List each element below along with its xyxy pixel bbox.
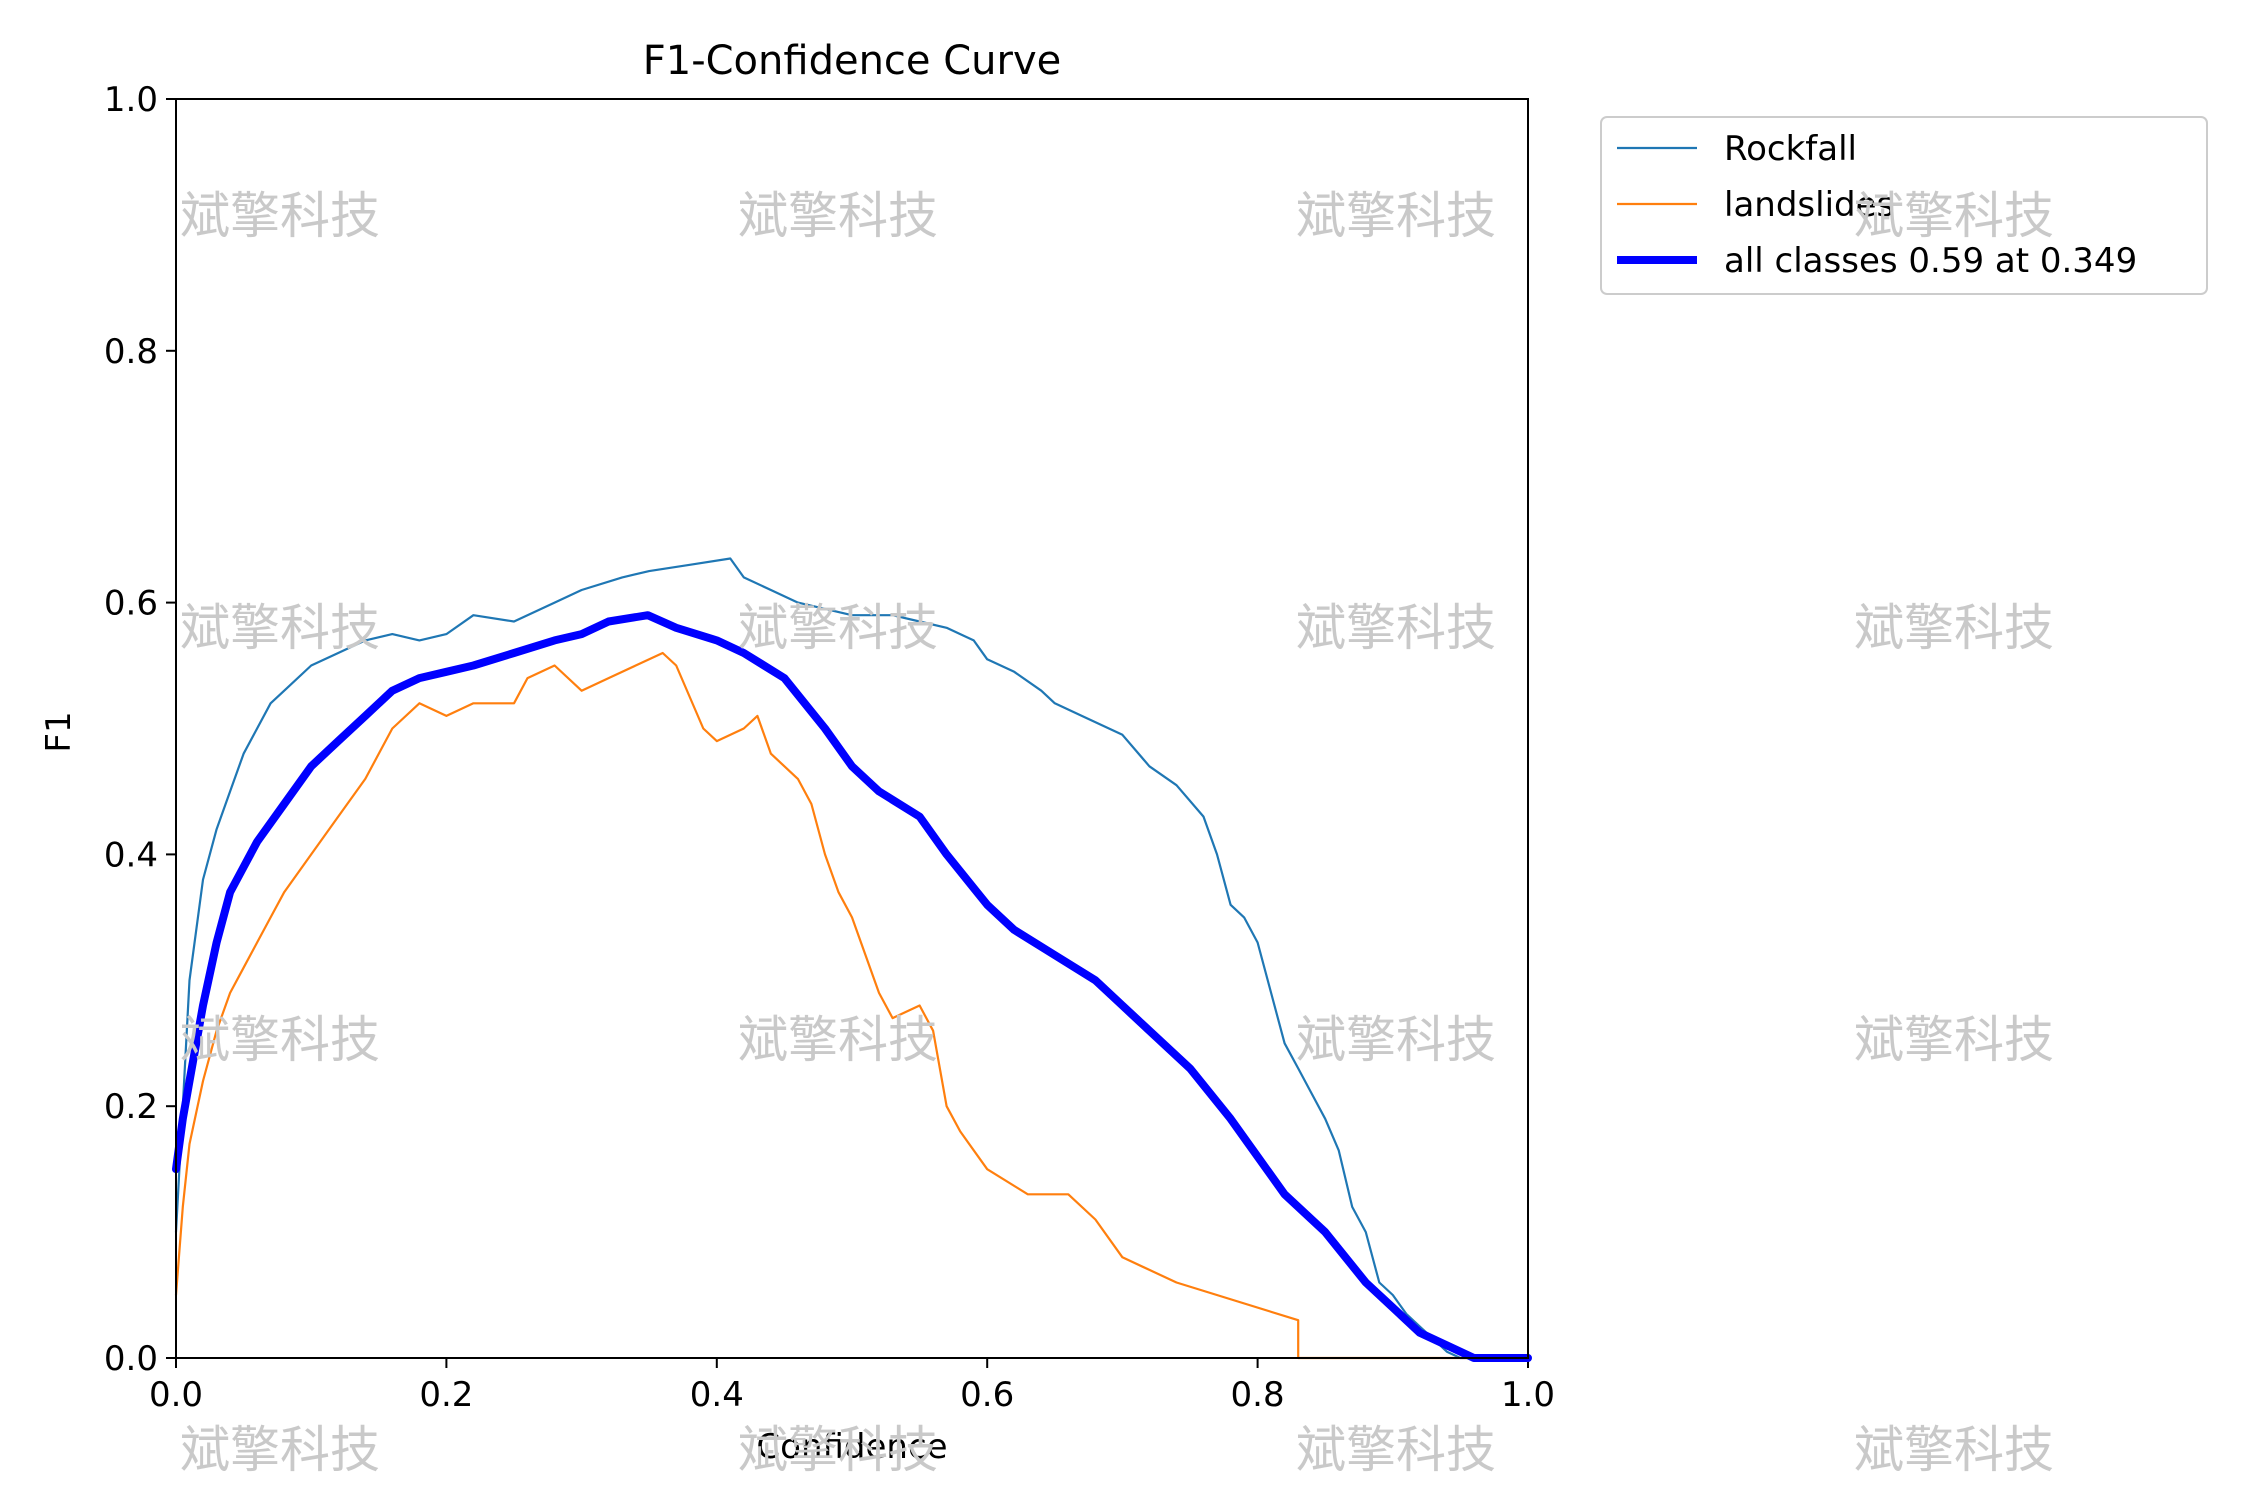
legend-label: Rockfall xyxy=(1724,129,1857,169)
watermark-text: 斌擎科技 xyxy=(1854,1011,2054,1069)
y-tick-label: 0.8 xyxy=(104,332,158,372)
legend-box xyxy=(1600,116,2208,295)
legend-label: all classes 0.59 at 0.349 xyxy=(1724,241,2137,281)
series-line-landslides-1 xyxy=(174,651,1530,1360)
watermark-text: 斌擎科技 xyxy=(738,187,938,245)
y-axis: 0.0 0.2 0.4 0.6 0.8 1.0 xyxy=(104,80,176,1379)
watermark-text: 斌擎科技 xyxy=(180,187,380,245)
watermark-text: 斌擎科技 xyxy=(738,1011,938,1069)
y-tick-label: 1.0 xyxy=(104,80,158,120)
watermark-text: 斌擎科技 xyxy=(1296,187,1496,245)
legend-label: landslides xyxy=(1724,185,1894,225)
watermark-text: 斌擎科技 xyxy=(738,1421,938,1479)
x-tick-label: 0.0 xyxy=(149,1375,203,1415)
series-line-rockfall-0 xyxy=(174,557,1530,1360)
y-tick-label: 0.4 xyxy=(104,835,158,875)
watermark-text: 斌擎科技 xyxy=(1296,599,1496,657)
x-axis-label: Confidence xyxy=(756,1427,947,1467)
watermark-text: 斌擎科技 xyxy=(1854,1421,2054,1479)
legend: Rockfall landslides all classes 0.59 at 0.… xyxy=(1600,116,2208,295)
x-tick-label: 0.8 xyxy=(1231,1375,1285,1415)
watermark-text: 斌擎科技 xyxy=(180,1421,380,1479)
watermark-text: 斌擎科技 xyxy=(1296,1011,1496,1069)
watermark-text: 斌擎科技 xyxy=(1854,599,2054,657)
series-group xyxy=(172,557,1532,1362)
x-tick-label: 1.0 xyxy=(1501,1375,1555,1415)
series-line-all-2 xyxy=(172,611,1532,1362)
y-axis-label: F1 xyxy=(39,711,79,752)
x-axis: 0.0 0.2 0.4 0.6 0.8 1.0 xyxy=(149,1358,1555,1415)
y-tick-label: 0.2 xyxy=(104,1087,158,1127)
watermark-text: 斌擎科技 xyxy=(738,599,938,657)
y-tick-label: 0.0 xyxy=(104,1339,158,1379)
plot-frame xyxy=(175,98,1529,1359)
watermark-text: 斌擎科技 xyxy=(1296,1421,1496,1479)
watermark-text: 斌擎科技 xyxy=(1854,187,2054,245)
watermark-text: 斌擎科技 xyxy=(180,1011,380,1069)
x-tick-label: 0.4 xyxy=(690,1375,744,1415)
x-tick-label: 0.6 xyxy=(960,1375,1014,1415)
watermark-text: 斌擎科技 xyxy=(180,599,380,657)
x-tick-label: 0.2 xyxy=(419,1375,473,1415)
chart-title: F1-Confidence Curve xyxy=(643,38,1062,84)
y-tick-label: 0.6 xyxy=(104,584,158,624)
